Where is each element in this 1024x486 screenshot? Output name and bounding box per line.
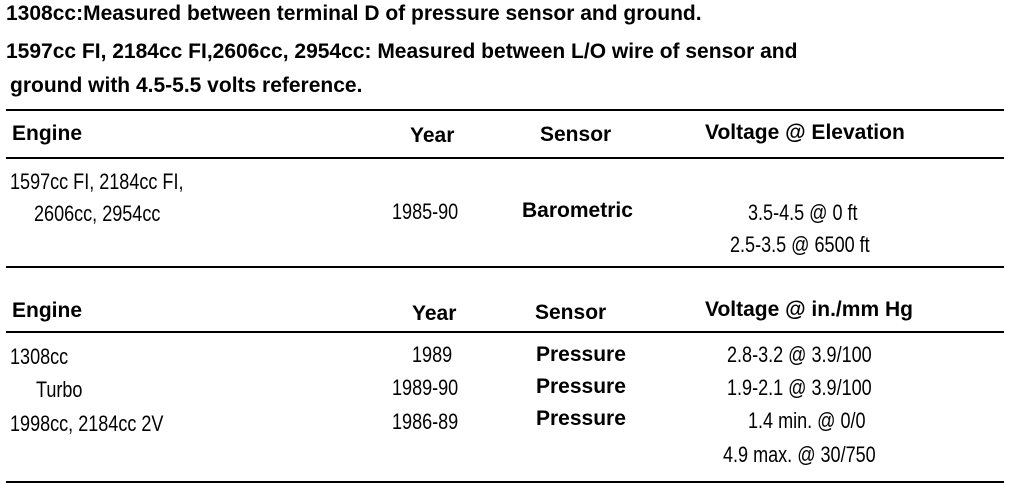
engine: 2606cc, 2954cc — [34, 201, 161, 226]
voltage: 4.9 max. @ 30/750 — [723, 442, 876, 467]
engine: 1998cc, 2184cc 2V — [10, 411, 164, 436]
rule — [6, 266, 1004, 268]
column-header: Year — [410, 124, 455, 147]
note: 1597cc FI, 2184cc FI,2606cc, 2954cc: Mea… — [6, 40, 797, 64]
voltage: 2.8-3.2 @ 3.9/100 — [727, 342, 872, 367]
sensor: Pressure — [536, 343, 626, 366]
rule — [6, 331, 1004, 333]
rule — [6, 109, 1004, 111]
column-header: Voltage @ Elevation — [705, 121, 905, 144]
engine: Turbo — [36, 377, 83, 402]
rule — [6, 481, 1004, 483]
column-header: Year — [412, 302, 457, 325]
engine: 1308cc — [10, 344, 69, 369]
year: 1985-90 — [392, 199, 459, 224]
column-header: Engine — [12, 122, 83, 145]
column-header: Sensor — [535, 301, 607, 324]
year: 1989 — [412, 342, 453, 367]
rule — [6, 157, 1004, 159]
engine: 1597cc FI, 2184cc FI, — [10, 169, 184, 194]
sensor: Barometric — [522, 199, 633, 222]
column-header: Sensor — [540, 123, 612, 146]
note-label: 1308cc: — [6, 2, 84, 25]
voltage: 2.5-3.5 @ 6500 ft — [730, 232, 870, 257]
sensor: Pressure — [536, 407, 626, 430]
note: 1308cc:Measured between terminal D of pr… — [6, 2, 702, 26]
voltage: 3.5-4.5 @ 0 ft — [748, 200, 858, 225]
voltage: 1.9-2.1 @ 3.9/100 — [727, 375, 872, 400]
note-text: ground with 4.5-5.5 volts reference. — [10, 74, 363, 97]
year: 1986-89 — [392, 409, 459, 434]
column-header: Voltage @ in./mm Hg — [705, 298, 913, 321]
year: 1989-90 — [392, 375, 459, 400]
note-text: Measured between L/O wire of sensor and — [377, 40, 798, 63]
note-label: 1597cc FI, 2184cc FI,2606cc, 2954cc: — [6, 40, 372, 63]
sensor: Pressure — [536, 375, 626, 398]
voltage: 1.4 min. @ 0/0 — [748, 408, 866, 433]
note-text: Measured between terminal D of pressure … — [83, 2, 702, 25]
column-header: Engine — [12, 299, 83, 322]
